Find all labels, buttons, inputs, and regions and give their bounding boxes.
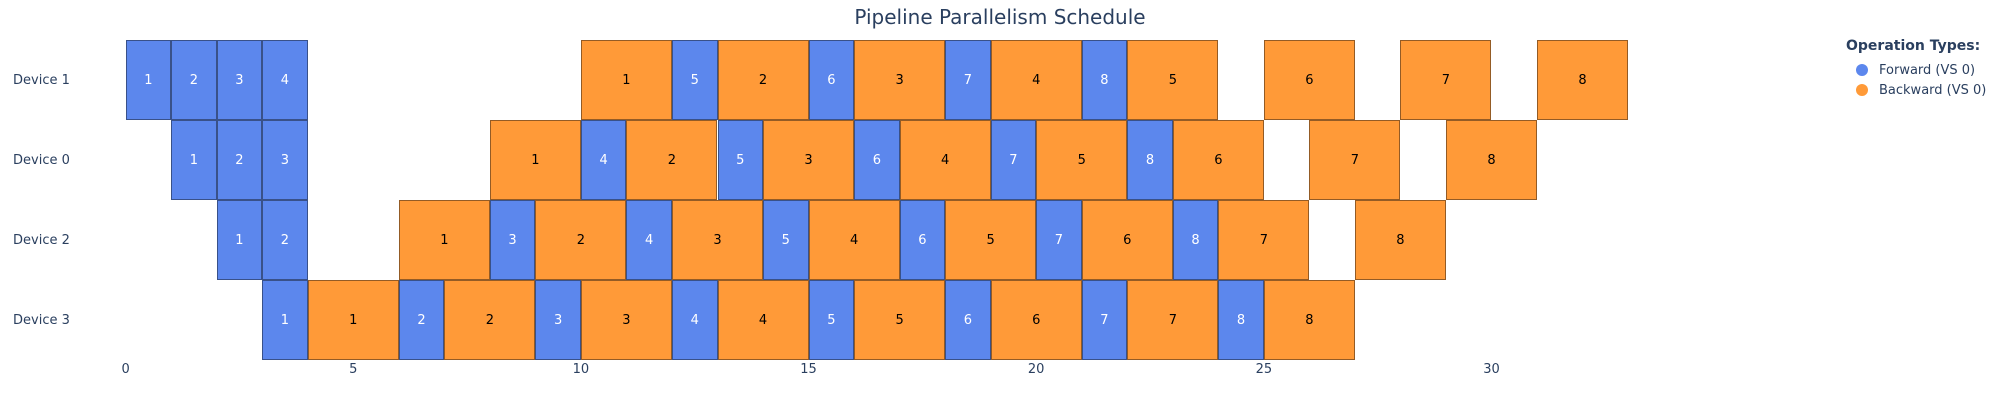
backward-block[interactable]: 4	[717, 280, 809, 360]
x-axis-tick-label: 15	[800, 362, 817, 377]
backward-block[interactable]: 1	[580, 40, 672, 120]
forward-block[interactable]: 7	[990, 120, 1037, 200]
backward-block[interactable]: 1	[398, 200, 490, 280]
forward-block[interactable]: 6	[854, 120, 900, 200]
y-axis-label-device-3: Device 3	[13, 312, 70, 328]
backward-block[interactable]: 2	[444, 280, 536, 360]
backward-block[interactable]: 3	[763, 120, 855, 200]
forward-block[interactable]: 3	[489, 200, 536, 280]
x-axis-tick-label: 0	[121, 362, 130, 377]
backward-block[interactable]: 4	[990, 40, 1082, 120]
backward-block[interactable]: 7	[1309, 120, 1401, 200]
x-axis-tick-label: 25	[1255, 362, 1273, 377]
backward-block[interactable]: 4	[899, 120, 991, 200]
backward-legend-dot-icon	[1856, 84, 1868, 96]
legend-item-backward[interactable]: Backward (VS 0)	[1846, 80, 1996, 100]
x-axis-tick-label: 30	[1483, 362, 1500, 377]
forward-block[interactable]: 8	[1081, 40, 1128, 120]
forward-block[interactable]: 7	[1081, 280, 1128, 360]
backward-block[interactable]: 8	[1537, 40, 1629, 120]
backward-block[interactable]: 2	[535, 200, 627, 280]
forward-block[interactable]: 3	[262, 120, 308, 200]
backward-block[interactable]: 6	[1081, 200, 1173, 280]
backward-block[interactable]: 3	[580, 280, 672, 360]
forward-block[interactable]: 6	[899, 200, 946, 280]
backward-block[interactable]: 6	[990, 280, 1082, 360]
backward-block[interactable]: 5	[854, 280, 946, 360]
legend-item-forward-label: Forward (VS 0)	[1879, 62, 1976, 78]
x-axis-tick-label: 20	[1027, 362, 1045, 377]
backward-block[interactable]: 2	[717, 40, 809, 120]
y-axis-label-device-2: Device 2	[13, 232, 70, 248]
legend-title: Operation Types:	[1846, 38, 1981, 54]
forward-block[interactable]: 5	[717, 120, 763, 200]
forward-block[interactable]: 4	[626, 200, 672, 280]
backward-block[interactable]: 4	[808, 200, 900, 280]
backward-block[interactable]: 7	[1127, 280, 1219, 360]
forward-block[interactable]: 3	[535, 280, 581, 360]
forward-block[interactable]: 4	[672, 280, 718, 360]
backward-block[interactable]: 1	[489, 120, 581, 200]
backward-block[interactable]: 5	[1127, 40, 1219, 120]
forward-block[interactable]: 1	[125, 40, 172, 120]
backward-block[interactable]: 8	[1263, 280, 1355, 360]
forward-block[interactable]: 5	[672, 40, 718, 120]
forward-block[interactable]: 8	[1127, 120, 1173, 200]
forward-block[interactable]: 2	[171, 40, 217, 120]
forward-block[interactable]: 4	[262, 40, 308, 120]
backward-block[interactable]: 8	[1446, 120, 1538, 200]
backward-block[interactable]: 7	[1218, 200, 1310, 280]
x-axis-tick-label: 10	[572, 362, 590, 377]
forward-block[interactable]: 7	[945, 40, 991, 120]
legend-item-forward[interactable]: Forward (VS 0)	[1846, 60, 1996, 80]
backward-block[interactable]: 5	[945, 200, 1037, 280]
backward-block[interactable]: 8	[1354, 200, 1446, 280]
forward-block[interactable]: 6	[808, 40, 855, 120]
forward-block[interactable]: 8	[1172, 200, 1219, 280]
forward-block[interactable]: 5	[763, 200, 809, 280]
forward-block[interactable]: 1	[171, 120, 217, 200]
forward-block[interactable]: 8	[1218, 280, 1264, 360]
forward-block[interactable]: 1	[216, 200, 263, 280]
y-axis-label-device-1: Device 1	[13, 72, 70, 88]
backward-block[interactable]: 5	[1036, 120, 1128, 200]
legend-item-backward-label: Backward (VS 0)	[1879, 82, 1987, 98]
x-axis-tick-label: 5	[349, 362, 358, 377]
y-axis-label-device-0: Device 0	[13, 152, 70, 168]
forward-block[interactable]: 7	[1036, 200, 1082, 280]
forward-block[interactable]: 1	[262, 280, 308, 360]
forward-block[interactable]: 2	[216, 120, 263, 200]
forward-block[interactable]: 2	[262, 200, 308, 280]
chart-title: Pipeline Parallelism Schedule	[854, 5, 1146, 29]
forward-block[interactable]: 2	[398, 280, 445, 360]
forward-block[interactable]: 6	[945, 280, 991, 360]
backward-block[interactable]: 3	[854, 40, 946, 120]
forward-block[interactable]: 5	[808, 280, 855, 360]
forward-block[interactable]: 3	[216, 40, 263, 120]
backward-block[interactable]: 6	[1263, 40, 1355, 120]
backward-block[interactable]: 6	[1172, 120, 1264, 200]
backward-block[interactable]: 2	[626, 120, 718, 200]
forward-legend-dot-icon	[1856, 64, 1868, 76]
forward-block[interactable]: 4	[580, 120, 627, 200]
backward-block[interactable]: 3	[672, 200, 764, 280]
backward-block[interactable]: 7	[1400, 40, 1492, 120]
backward-block[interactable]: 1	[307, 280, 399, 360]
legend: Operation Types: Forward (VS 0) Backward…	[1846, 38, 1996, 100]
